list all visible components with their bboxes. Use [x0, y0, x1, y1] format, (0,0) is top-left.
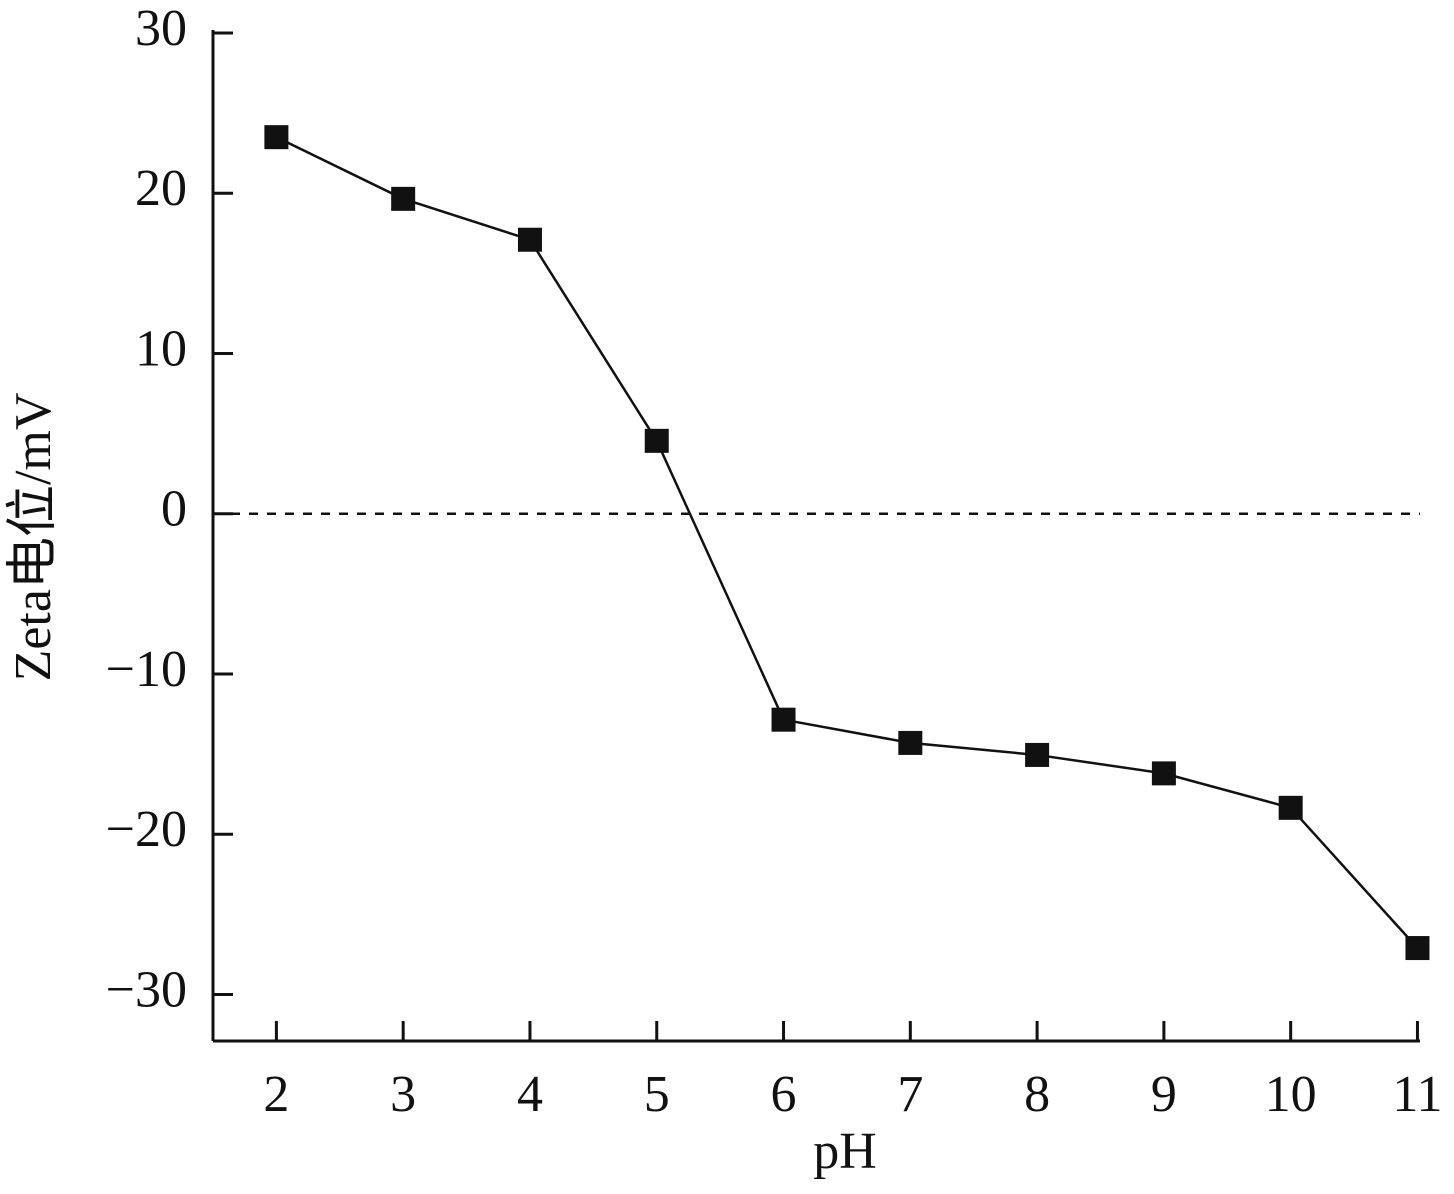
data-point — [898, 730, 923, 755]
x-tick-label: 7 — [897, 1066, 923, 1123]
y-tick-label: −10 — [106, 641, 187, 698]
y-tick-label: −30 — [106, 961, 187, 1018]
data-point — [264, 125, 289, 150]
data-point — [644, 428, 669, 453]
y-tick-label: 20 — [135, 160, 187, 217]
x-tick-label: 10 — [1265, 1066, 1317, 1123]
y-axis-label: Zeta电位/mV — [5, 393, 62, 682]
y-tick-label: 10 — [135, 320, 187, 377]
data-line — [275, 136, 1419, 949]
x-axis-label: pH — [813, 1123, 877, 1180]
y-tick-label: 0 — [161, 481, 187, 538]
y-tick-label: −20 — [106, 801, 187, 858]
data-point — [771, 707, 796, 732]
x-tick-label: 3 — [390, 1066, 416, 1123]
y-tick-label: 30 — [135, 0, 187, 57]
data-point — [517, 227, 542, 252]
x-tick-label: 5 — [644, 1066, 670, 1123]
data-point — [1278, 795, 1303, 820]
x-tick-label: 11 — [1392, 1066, 1442, 1123]
x-tick-label: 9 — [1151, 1066, 1177, 1123]
x-tick-label: 6 — [771, 1066, 797, 1123]
data-point — [1025, 742, 1050, 767]
x-tick-label: 8 — [1024, 1066, 1050, 1123]
data-point — [1405, 936, 1430, 961]
data-point — [1151, 761, 1176, 786]
data-point — [391, 186, 416, 211]
x-tick-label: 4 — [517, 1066, 543, 1123]
x-tick-label: 2 — [263, 1066, 289, 1123]
